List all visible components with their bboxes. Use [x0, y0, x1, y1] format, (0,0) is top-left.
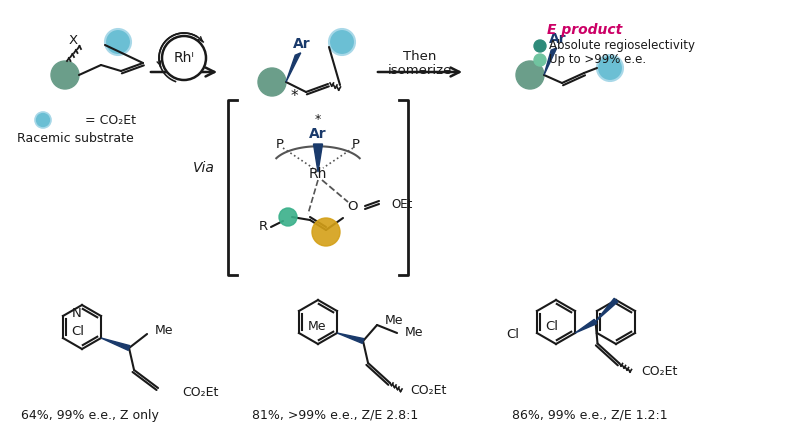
- Text: Me: Me: [405, 326, 423, 340]
- Text: P: P: [352, 138, 360, 151]
- Circle shape: [51, 61, 79, 89]
- Text: O: O: [348, 199, 358, 212]
- Polygon shape: [337, 333, 364, 343]
- Circle shape: [329, 29, 355, 55]
- Polygon shape: [286, 53, 301, 82]
- Text: OEt: OEt: [391, 198, 412, 211]
- Text: P: P: [276, 138, 284, 151]
- Text: Cl: Cl: [71, 325, 85, 338]
- Circle shape: [258, 68, 286, 96]
- Text: Me: Me: [155, 324, 174, 337]
- Circle shape: [534, 54, 546, 66]
- Circle shape: [597, 55, 623, 81]
- Polygon shape: [595, 298, 618, 321]
- Circle shape: [35, 112, 51, 128]
- Text: Absolute regioselectivity: Absolute regioselectivity: [549, 39, 695, 52]
- Text: *: *: [315, 114, 321, 127]
- Text: Rh: Rh: [309, 167, 327, 181]
- Text: Then: Then: [403, 50, 437, 63]
- Text: isomerize: isomerize: [388, 63, 452, 76]
- Text: X: X: [69, 34, 78, 47]
- Text: Ar: Ar: [549, 32, 567, 46]
- Text: Me: Me: [308, 320, 326, 333]
- Text: Cl: Cl: [546, 320, 558, 333]
- Text: = CO₂Et: = CO₂Et: [85, 114, 136, 127]
- Text: Ar: Ar: [309, 127, 327, 141]
- Text: Up to >99% e.e.: Up to >99% e.e.: [549, 54, 646, 67]
- Text: 64%, 99% e.e., Z only: 64%, 99% e.e., Z only: [21, 409, 159, 422]
- Circle shape: [279, 208, 297, 226]
- Polygon shape: [314, 144, 322, 172]
- Circle shape: [162, 36, 206, 80]
- Circle shape: [534, 40, 546, 52]
- Text: Rhᴵ: Rhᴵ: [174, 51, 194, 65]
- Polygon shape: [544, 48, 557, 75]
- Text: 81%, >99% e.e., Z/E 2.8:1: 81%, >99% e.e., Z/E 2.8:1: [252, 409, 418, 422]
- Text: E product: E product: [547, 23, 622, 37]
- Text: 86%, 99% e.e., Z/E 1.2:1: 86%, 99% e.e., Z/E 1.2:1: [512, 409, 668, 422]
- Circle shape: [105, 29, 131, 55]
- Text: *: *: [290, 89, 298, 104]
- Text: CO₂Et: CO₂Et: [642, 365, 678, 378]
- Polygon shape: [101, 338, 130, 350]
- Text: CO₂Et: CO₂Et: [410, 384, 446, 397]
- Circle shape: [516, 61, 544, 89]
- Text: Cl: Cl: [506, 329, 519, 342]
- Text: Racemic substrate: Racemic substrate: [17, 131, 134, 144]
- Text: Via: Via: [193, 161, 215, 175]
- Circle shape: [312, 218, 340, 246]
- Text: Me: Me: [385, 313, 403, 326]
- Text: N: N: [72, 307, 82, 320]
- Text: CO₂Et: CO₂Et: [182, 385, 218, 398]
- Text: R: R: [258, 220, 267, 233]
- Text: Ar: Ar: [293, 37, 311, 51]
- Polygon shape: [575, 319, 597, 333]
